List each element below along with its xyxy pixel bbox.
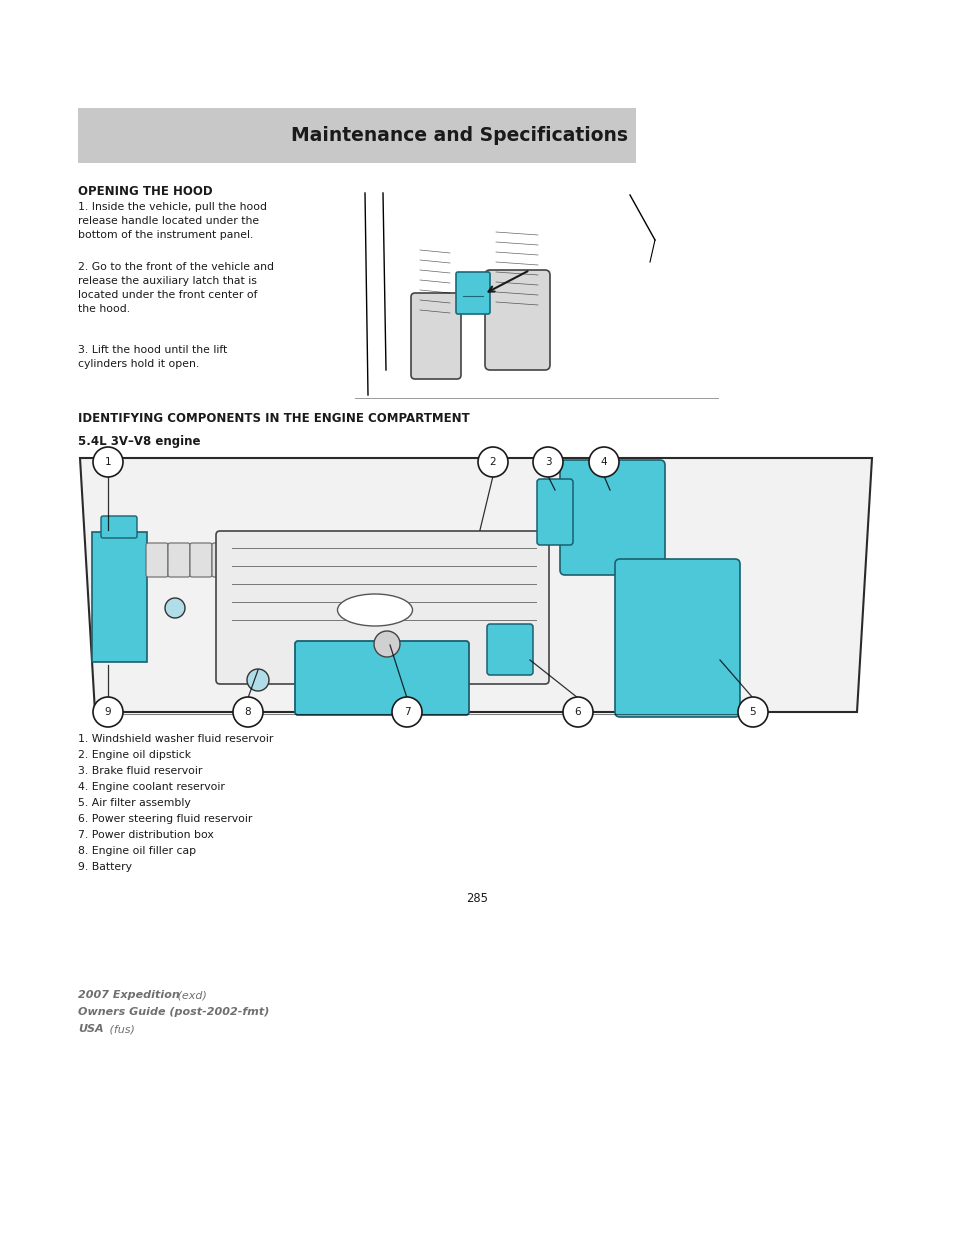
Text: 2007 Expedition: 2007 Expedition xyxy=(78,990,179,1000)
Text: 8: 8 xyxy=(244,706,251,718)
Text: 5.4L 3V–V8 engine: 5.4L 3V–V8 engine xyxy=(78,435,200,448)
FancyBboxPatch shape xyxy=(484,270,550,370)
Circle shape xyxy=(562,697,593,727)
Text: 7: 7 xyxy=(403,706,410,718)
Circle shape xyxy=(738,697,767,727)
Circle shape xyxy=(533,447,562,477)
Text: 9. Battery: 9. Battery xyxy=(78,862,132,872)
Text: 2. Go to the front of the vehicle and
release the auxiliary latch that is
locate: 2. Go to the front of the vehicle and re… xyxy=(78,262,274,314)
Text: 8. Engine oil filler cap: 8. Engine oil filler cap xyxy=(78,846,196,856)
Circle shape xyxy=(92,447,123,477)
Text: 2: 2 xyxy=(489,457,496,467)
Circle shape xyxy=(477,447,507,477)
Text: 285: 285 xyxy=(465,892,488,905)
FancyBboxPatch shape xyxy=(411,293,460,379)
Circle shape xyxy=(588,447,618,477)
Text: Maintenance and Specifications: Maintenance and Specifications xyxy=(291,126,627,144)
FancyBboxPatch shape xyxy=(486,624,533,676)
Text: 1. Windshield washer fluid reservoir: 1. Windshield washer fluid reservoir xyxy=(78,734,274,743)
Circle shape xyxy=(92,697,123,727)
Text: 9: 9 xyxy=(105,706,112,718)
Circle shape xyxy=(247,669,269,692)
FancyBboxPatch shape xyxy=(212,543,233,577)
Text: 4: 4 xyxy=(600,457,607,467)
Text: 6. Power steering fluid reservoir: 6. Power steering fluid reservoir xyxy=(78,814,253,824)
Text: (fus): (fus) xyxy=(106,1024,134,1034)
FancyBboxPatch shape xyxy=(190,543,212,577)
Text: 7. Power distribution box: 7. Power distribution box xyxy=(78,830,213,840)
Text: 1: 1 xyxy=(105,457,112,467)
Text: (exd): (exd) xyxy=(173,990,207,1000)
Bar xyxy=(78,107,636,163)
Text: 6: 6 xyxy=(574,706,580,718)
Text: 2. Engine oil dipstick: 2. Engine oil dipstick xyxy=(78,750,191,760)
Text: 3. Brake fluid reservoir: 3. Brake fluid reservoir xyxy=(78,766,202,776)
FancyBboxPatch shape xyxy=(101,516,137,538)
Text: 4. Engine coolant reservoir: 4. Engine coolant reservoir xyxy=(78,782,225,792)
Text: 5: 5 xyxy=(749,706,756,718)
FancyBboxPatch shape xyxy=(559,459,664,576)
Text: IDENTIFYING COMPONENTS IN THE ENGINE COMPARTMENT: IDENTIFYING COMPONENTS IN THE ENGINE COM… xyxy=(78,412,469,425)
FancyBboxPatch shape xyxy=(537,479,573,545)
Circle shape xyxy=(233,697,263,727)
Ellipse shape xyxy=(337,594,412,626)
Text: 3: 3 xyxy=(544,457,551,467)
Circle shape xyxy=(165,598,185,618)
Text: 1. Inside the vehicle, pull the hood
release handle located under the
bottom of : 1. Inside the vehicle, pull the hood rel… xyxy=(78,203,267,240)
Text: OPENING THE HOOD: OPENING THE HOOD xyxy=(78,185,213,198)
FancyBboxPatch shape xyxy=(215,531,548,684)
FancyBboxPatch shape xyxy=(91,532,147,662)
FancyBboxPatch shape xyxy=(146,543,168,577)
Text: Owners Guide (post-2002-fmt): Owners Guide (post-2002-fmt) xyxy=(78,1007,269,1016)
FancyBboxPatch shape xyxy=(615,559,740,718)
Text: USA: USA xyxy=(78,1024,104,1034)
Circle shape xyxy=(392,697,421,727)
FancyBboxPatch shape xyxy=(456,272,490,314)
FancyBboxPatch shape xyxy=(168,543,190,577)
Circle shape xyxy=(374,631,399,657)
Text: 3. Lift the hood until the lift
cylinders hold it open.: 3. Lift the hood until the lift cylinder… xyxy=(78,345,227,369)
Text: 5. Air filter assembly: 5. Air filter assembly xyxy=(78,798,191,808)
Polygon shape xyxy=(80,458,871,713)
FancyBboxPatch shape xyxy=(294,641,469,715)
